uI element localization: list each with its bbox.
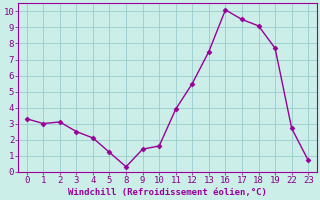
X-axis label: Windchill (Refroidissement éolien,°C): Windchill (Refroidissement éolien,°C) (68, 188, 267, 197)
